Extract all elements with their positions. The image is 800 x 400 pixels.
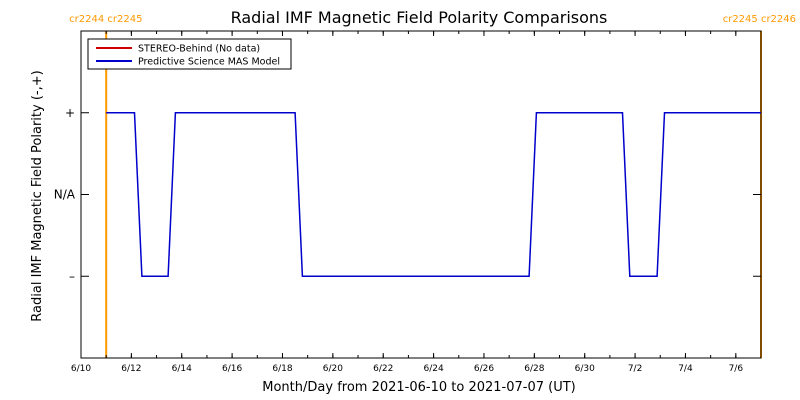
x-tick-label: 7/4 — [678, 364, 693, 374]
x-tick-label: 6/20 — [323, 364, 343, 374]
y-tick-label: + — [65, 106, 75, 120]
x-tick-label: 6/10 — [71, 364, 91, 374]
series-lines — [106, 112, 761, 278]
x-tick-label: 6/26 — [474, 364, 494, 374]
plot-frame — [80, 30, 762, 359]
y-axis-ticks: + N/A – — [54, 106, 761, 283]
legend-label-mas-model: Predictive Science MAS Model — [138, 57, 280, 68]
x-tick-label: 6/18 — [272, 364, 292, 374]
x-tick-label: 6/12 — [121, 364, 141, 374]
x-axis-ticks: 6/10 6/12 6/14 6/16 6/18 6/20 6/22 6/24 6/26 6/28… — [71, 31, 762, 374]
x-tick-label: 7/6 — [729, 364, 744, 374]
legend-box — [87, 38, 292, 70]
carrington-marker-label: cr2245 cr2246 — [723, 14, 796, 25]
x-tick-label: 6/30 — [575, 364, 595, 374]
x-tick-label: 6/16 — [222, 364, 242, 374]
chart-title: Radial IMF Magnetic Field Polarity Compa… — [231, 8, 608, 27]
x-tick-label: 6/24 — [423, 364, 443, 374]
legend: STEREO-Behind (No data) Predictive Scien… — [87, 38, 292, 70]
x-tick-label: 6/14 — [172, 364, 192, 374]
legend-label-stereo-behind: STEREO-Behind (No data) — [138, 44, 260, 55]
y-tick-label: – — [69, 269, 75, 283]
x-axis-label: Month/Day from 2021-06-10 to 2021-07-07 … — [262, 380, 575, 395]
x-tick-label: 6/22 — [373, 364, 393, 374]
y-axis-label: Radial IMF Magnetic Field Polarity (-,+) — [30, 70, 45, 321]
y-tick-label: N/A — [54, 188, 76, 202]
carrington-marker-label: cr2244 cr2245 — [69, 14, 142, 25]
x-tick-label: 6/28 — [524, 364, 544, 374]
x-tick-label: 7/2 — [628, 364, 642, 374]
series-line-mas-model — [106, 112, 761, 278]
